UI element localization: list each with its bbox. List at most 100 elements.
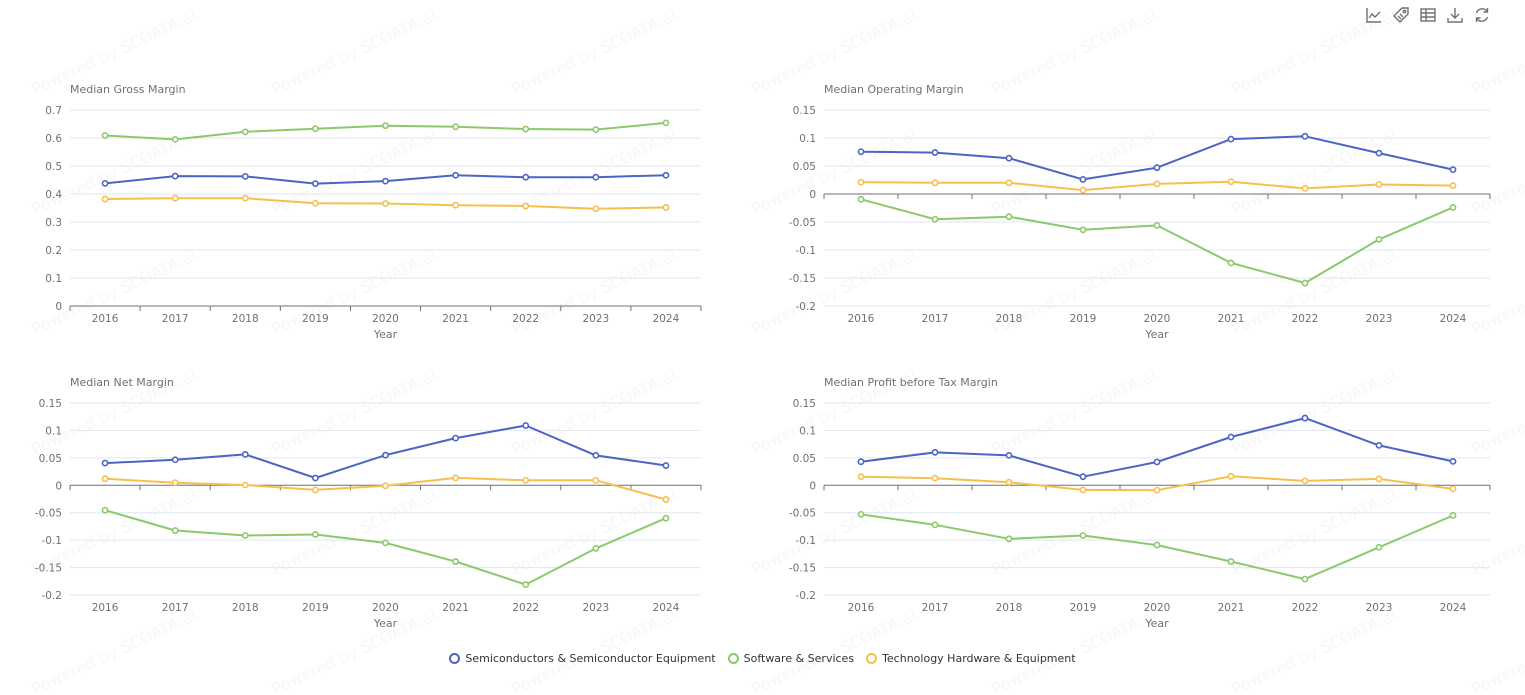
x-tick-label: 2016 [848, 313, 875, 325]
y-tick-label: 0.15 [793, 105, 816, 117]
series-line [860, 198, 1454, 284]
data-point [1079, 473, 1087, 481]
y-tick-label: 0.05 [793, 453, 816, 465]
y-tick-label: -0.15 [789, 273, 816, 285]
y-tick-label: -0.05 [789, 508, 816, 520]
data-point [592, 451, 600, 459]
x-tick-label: 2024 [653, 313, 680, 325]
x-tick-label: 2021 [1218, 602, 1245, 614]
x-tick-label: 2022 [512, 602, 539, 614]
y-tick-label: -0.1 [796, 245, 817, 257]
data-point [1227, 178, 1235, 186]
x-tick-label: 2018 [232, 602, 259, 614]
y-tick-label: 0.3 [45, 217, 62, 229]
data-point [662, 119, 670, 127]
data-point [382, 177, 389, 185]
data-point [1449, 204, 1457, 211]
data-point [1005, 535, 1013, 543]
y-tick-label: -0.2 [42, 590, 63, 602]
data-point [522, 476, 530, 484]
data-point [171, 135, 179, 143]
data-point [592, 205, 600, 213]
data-point [171, 479, 179, 487]
x-tick-label: 2024 [1440, 313, 1467, 325]
x-tick-label: 2022 [1292, 313, 1319, 325]
data-point [452, 201, 460, 209]
series-line [860, 417, 1454, 478]
data-point [931, 474, 939, 482]
data-point [1005, 154, 1013, 162]
x-tick-label: 2019 [302, 602, 329, 614]
data-point [382, 451, 389, 459]
data-point [1301, 132, 1309, 140]
refresh-icon[interactable] [1473, 6, 1491, 24]
data-point [1449, 182, 1457, 189]
series-line [860, 135, 1454, 181]
x-axis-label: Year [1144, 617, 1169, 630]
x-axis-label: Year [373, 617, 398, 630]
data-point [1375, 149, 1383, 157]
data-point [382, 539, 389, 547]
data-point [171, 194, 179, 202]
data-point [592, 126, 600, 134]
data-point [1079, 176, 1087, 183]
y-tick-label: 0 [809, 189, 816, 201]
tag-icon[interactable] [1392, 6, 1410, 24]
data-point [241, 194, 249, 202]
y-tick-label: 0.15 [793, 398, 816, 410]
y-tick-label: 0.1 [45, 425, 62, 437]
data-point [101, 179, 109, 187]
data-point [452, 558, 460, 565]
y-tick-label: 0.1 [799, 133, 816, 145]
x-tick-label: 2023 [582, 313, 609, 325]
x-tick-label: 2019 [302, 313, 329, 325]
y-tick-label: 0.15 [39, 398, 62, 410]
data-point [1079, 186, 1087, 194]
data-point [1153, 541, 1161, 549]
data-point [662, 204, 670, 211]
x-tick-label: 2020 [1144, 313, 1171, 325]
chart-title: Median Net Margin [70, 376, 174, 389]
data-point [1227, 135, 1235, 143]
data-point [311, 199, 319, 207]
data-point [931, 521, 939, 529]
legend-item-semiconductors[interactable]: Semiconductors & Semiconductor Equipment [449, 652, 716, 665]
data-view-icon[interactable] [1419, 6, 1437, 24]
data-point [1301, 414, 1309, 422]
data-point [1005, 213, 1013, 221]
data-point [857, 195, 865, 203]
data-point [1153, 164, 1161, 172]
data-point [1227, 433, 1235, 441]
data-point [857, 178, 865, 186]
x-tick-label: 2017 [162, 602, 189, 614]
x-tick-label: 2023 [1366, 602, 1393, 614]
y-tick-label: -0.15 [789, 563, 816, 575]
data-point [452, 474, 460, 482]
chart-title: Median Operating Margin [824, 83, 964, 96]
data-point [1301, 575, 1309, 583]
y-tick-label: 0.1 [45, 273, 62, 285]
y-tick-label: -0.05 [789, 217, 816, 229]
download-icon[interactable] [1446, 6, 1464, 24]
data-point [1079, 486, 1087, 494]
chart-title: Median Gross Margin [70, 83, 186, 96]
data-point [1375, 543, 1383, 551]
data-point [171, 172, 179, 180]
data-point [662, 171, 670, 179]
legend-item-hardware[interactable]: Technology Hardware & Equipment [866, 652, 1076, 665]
data-point [522, 173, 530, 181]
x-tick-label: 2020 [372, 602, 399, 614]
y-tick-label: 0.05 [39, 453, 62, 465]
line-chart-icon[interactable] [1365, 6, 1383, 24]
series-line [104, 509, 667, 586]
data-point [452, 171, 460, 179]
data-point [311, 486, 319, 494]
data-point [857, 148, 865, 156]
data-point [171, 456, 179, 464]
y-tick-label: -0.2 [796, 301, 817, 313]
data-point [1375, 475, 1383, 483]
legend-item-software[interactable]: Software & Services [727, 652, 854, 665]
data-point [171, 527, 179, 534]
